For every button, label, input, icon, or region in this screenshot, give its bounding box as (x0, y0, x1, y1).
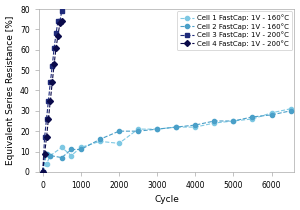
Cell 2 FastCap: 1V - 160°C: (5.5e+03, 27): 1V - 160°C: (5.5e+03, 27) (251, 116, 254, 118)
Line: Cell 2 FastCap: 1V - 160°C: Cell 2 FastCap: 1V - 160°C (40, 109, 293, 174)
Cell 1 FastCap: 1V - 160°C: (0, 0): 1V - 160°C: (0, 0) (41, 171, 44, 173)
Y-axis label: Equivalent Series Resistance [%]: Equivalent Series Resistance [%] (6, 16, 15, 165)
Cell 3 FastCap: 1V - 200°C: (200, 44): 1V - 200°C: (200, 44) (49, 81, 52, 84)
Cell 3 FastCap: 1V - 200°C: (300, 61): 1V - 200°C: (300, 61) (52, 46, 56, 49)
Cell 2 FastCap: 1V - 160°C: (200, 8): 1V - 160°C: (200, 8) (49, 154, 52, 157)
Cell 1 FastCap: 1V - 160°C: (1.5e+03, 15): 1V - 160°C: (1.5e+03, 15) (98, 140, 102, 143)
Legend: Cell 1 FastCap: 1V - 160°C, Cell 2 FastCap: 1V - 160°C, Cell 3 FastCap: 1V - 200: Cell 1 FastCap: 1V - 160°C, Cell 2 FastC… (177, 11, 292, 50)
Cell 1 FastCap: 1V - 160°C: (6.5e+03, 31): 1V - 160°C: (6.5e+03, 31) (289, 108, 292, 110)
Cell 2 FastCap: 1V - 160°C: (1e+03, 11): 1V - 160°C: (1e+03, 11) (79, 148, 83, 151)
Cell 2 FastCap: 1V - 160°C: (4.5e+03, 25): 1V - 160°C: (4.5e+03, 25) (212, 120, 216, 122)
Line: Cell 1 FastCap: 1V - 160°C: Cell 1 FastCap: 1V - 160°C (40, 107, 293, 174)
Cell 4 FastCap: 1V - 200°C: (350, 61): 1V - 200°C: (350, 61) (54, 46, 58, 49)
Cell 1 FastCap: 1V - 160°C: (500, 12): 1V - 160°C: (500, 12) (60, 146, 64, 149)
Cell 3 FastCap: 1V - 200°C: (500, 79): 1V - 200°C: (500, 79) (60, 10, 64, 12)
Cell 2 FastCap: 1V - 160°C: (5e+03, 25): 1V - 160°C: (5e+03, 25) (232, 120, 235, 122)
Cell 3 FastCap: 1V - 200°C: (450, 74): 1V - 200°C: (450, 74) (58, 20, 62, 22)
Cell 1 FastCap: 1V - 160°C: (6e+03, 29): 1V - 160°C: (6e+03, 29) (270, 112, 273, 114)
Cell 3 FastCap: 1V - 200°C: (0, 0): 1V - 200°C: (0, 0) (41, 171, 44, 173)
Cell 3 FastCap: 1V - 200°C: (350, 68): 1V - 200°C: (350, 68) (54, 32, 58, 35)
Cell 2 FastCap: 1V - 160°C: (100, 9): 1V - 160°C: (100, 9) (45, 152, 48, 155)
Cell 2 FastCap: 1V - 160°C: (2e+03, 20): 1V - 160°C: (2e+03, 20) (117, 130, 121, 133)
Cell 2 FastCap: 1V - 160°C: (1.5e+03, 16): 1V - 160°C: (1.5e+03, 16) (98, 138, 102, 140)
Cell 2 FastCap: 1V - 160°C: (0, 0): 1V - 160°C: (0, 0) (41, 171, 44, 173)
Cell 4 FastCap: 1V - 200°C: (500, 74): 1V - 200°C: (500, 74) (60, 20, 64, 22)
Cell 2 FastCap: 1V - 160°C: (750, 11): 1V - 160°C: (750, 11) (70, 148, 73, 151)
Cell 3 FastCap: 1V - 200°C: (50, 17): 1V - 200°C: (50, 17) (43, 136, 46, 139)
Cell 1 FastCap: 1V - 160°C: (100, 4): 1V - 160°C: (100, 4) (45, 163, 48, 165)
Cell 2 FastCap: 1V - 160°C: (3.5e+03, 22): 1V - 160°C: (3.5e+03, 22) (174, 126, 178, 128)
Cell 1 FastCap: 1V - 160°C: (4e+03, 22): 1V - 160°C: (4e+03, 22) (194, 126, 197, 128)
Cell 4 FastCap: 1V - 200°C: (450, 73): 1V - 200°C: (450, 73) (58, 22, 62, 25)
Cell 3 FastCap: 1V - 200°C: (150, 35): 1V - 200°C: (150, 35) (46, 99, 50, 102)
Cell 3 FastCap: 1V - 200°C: (250, 52): 1V - 200°C: (250, 52) (50, 65, 54, 67)
Cell 4 FastCap: 1V - 200°C: (100, 17): 1V - 200°C: (100, 17) (45, 136, 48, 139)
Cell 1 FastCap: 1V - 160°C: (5e+03, 25): 1V - 160°C: (5e+03, 25) (232, 120, 235, 122)
Cell 1 FastCap: 1V - 160°C: (5.5e+03, 26): 1V - 160°C: (5.5e+03, 26) (251, 118, 254, 120)
Cell 4 FastCap: 1V - 200°C: (400, 67): 1V - 200°C: (400, 67) (56, 34, 60, 37)
Cell 1 FastCap: 1V - 160°C: (750, 8): 1V - 160°C: (750, 8) (70, 154, 73, 157)
Cell 1 FastCap: 1V - 160°C: (3.5e+03, 22): 1V - 160°C: (3.5e+03, 22) (174, 126, 178, 128)
Cell 2 FastCap: 1V - 160°C: (3e+03, 21): 1V - 160°C: (3e+03, 21) (155, 128, 159, 130)
Cell 4 FastCap: 1V - 200°C: (150, 26): 1V - 200°C: (150, 26) (46, 118, 50, 120)
Cell 1 FastCap: 1V - 160°C: (1e+03, 12): 1V - 160°C: (1e+03, 12) (79, 146, 83, 149)
Cell 2 FastCap: 1V - 160°C: (2.5e+03, 20): 1V - 160°C: (2.5e+03, 20) (136, 130, 140, 133)
Line: Cell 3 FastCap: 1V - 200°C: Cell 3 FastCap: 1V - 200°C (40, 9, 64, 174)
X-axis label: Cycle: Cycle (154, 196, 179, 205)
Cell 3 FastCap: 1V - 200°C: (400, 74): 1V - 200°C: (400, 74) (56, 20, 60, 22)
Cell 3 FastCap: 1V - 200°C: (100, 26): 1V - 200°C: (100, 26) (45, 118, 48, 120)
Cell 2 FastCap: 1V - 160°C: (500, 7): 1V - 160°C: (500, 7) (60, 156, 64, 159)
Cell 4 FastCap: 1V - 200°C: (250, 44): 1V - 200°C: (250, 44) (50, 81, 54, 84)
Cell 4 FastCap: 1V - 200°C: (200, 35): 1V - 200°C: (200, 35) (49, 99, 52, 102)
Cell 1 FastCap: 1V - 160°C: (2e+03, 14): 1V - 160°C: (2e+03, 14) (117, 142, 121, 145)
Cell 2 FastCap: 1V - 160°C: (6.5e+03, 30): 1V - 160°C: (6.5e+03, 30) (289, 110, 292, 112)
Line: Cell 4 FastCap: 1V - 200°C: Cell 4 FastCap: 1V - 200°C (40, 19, 64, 174)
Cell 4 FastCap: 1V - 200°C: (300, 53): 1V - 200°C: (300, 53) (52, 63, 56, 65)
Cell 1 FastCap: 1V - 160°C: (2.5e+03, 21): 1V - 160°C: (2.5e+03, 21) (136, 128, 140, 130)
Cell 1 FastCap: 1V - 160°C: (3e+03, 21): 1V - 160°C: (3e+03, 21) (155, 128, 159, 130)
Cell 1 FastCap: 1V - 160°C: (200, 8): 1V - 160°C: (200, 8) (49, 154, 52, 157)
Cell 2 FastCap: 1V - 160°C: (4e+03, 23): 1V - 160°C: (4e+03, 23) (194, 124, 197, 126)
Cell 4 FastCap: 1V - 200°C: (50, 9): 1V - 200°C: (50, 9) (43, 152, 46, 155)
Cell 1 FastCap: 1V - 160°C: (4.5e+03, 24): 1V - 160°C: (4.5e+03, 24) (212, 122, 216, 124)
Cell 4 FastCap: 1V - 200°C: (0, 0): 1V - 200°C: (0, 0) (41, 171, 44, 173)
Cell 2 FastCap: 1V - 160°C: (6e+03, 28): 1V - 160°C: (6e+03, 28) (270, 114, 273, 116)
